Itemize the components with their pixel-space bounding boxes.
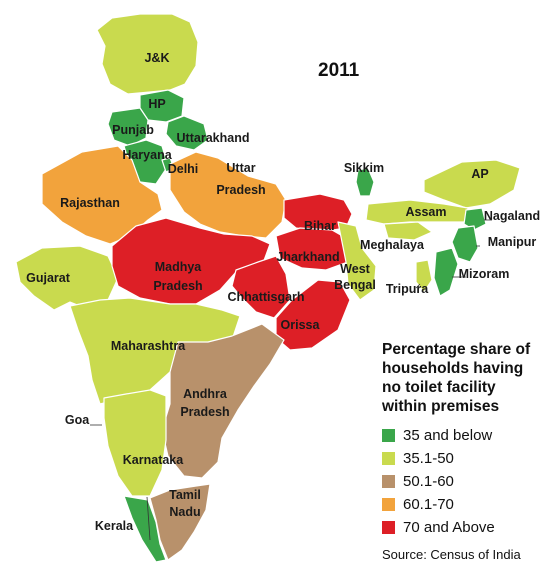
legend-label: 50.1-60	[403, 473, 454, 490]
region-west-bengal	[337, 221, 377, 301]
region-label: Punjab	[112, 123, 154, 137]
legend-item: 70 and Above	[382, 516, 547, 539]
region-uttarakhand	[165, 115, 209, 151]
source-note: Source: Census of India	[382, 547, 521, 562]
legend: Percentage share of households having no…	[382, 340, 547, 539]
region-label: Gujarat	[26, 271, 71, 285]
legend-swatch	[382, 521, 395, 534]
region-label: Assam	[406, 205, 447, 219]
region-label: AP	[471, 167, 488, 181]
region-label: Nagaland	[484, 209, 540, 223]
region-assam	[365, 199, 469, 225]
region-sikkim	[355, 167, 375, 197]
region-karnataka	[103, 389, 167, 497]
region-label: J&K	[144, 51, 169, 65]
region-ap	[423, 159, 521, 209]
region-label: Manipur	[488, 235, 537, 249]
region-label: Madhya Pradesh	[153, 260, 202, 293]
legend-label: 60.1-70	[403, 496, 454, 513]
legend-item: 50.1-60	[382, 470, 547, 493]
legend-title-line: Percentage share of	[382, 341, 531, 358]
region-orissa	[275, 279, 351, 351]
region-label: Sikkim	[344, 161, 384, 175]
region-label: Karnataka	[123, 453, 184, 467]
region-label: Uttarakhand	[177, 131, 250, 145]
region-label: Maharashtra	[111, 339, 186, 353]
region-chhattisgarh	[231, 255, 291, 319]
region-nagaland	[463, 207, 487, 231]
region-mizoram	[433, 247, 459, 297]
region-label: Bihar	[304, 219, 336, 233]
region-label: Chhattisgarh	[227, 290, 304, 304]
region-label: West Bengal	[334, 262, 376, 292]
region-label: Goa	[65, 413, 90, 427]
legend-swatch	[382, 498, 395, 511]
region-label: Tamil Nadu	[169, 488, 201, 519]
region-rajasthan	[41, 145, 163, 245]
region-uttar-pradesh	[169, 151, 287, 239]
legend-title: Percentage share of households having no…	[382, 340, 547, 416]
region-label: Delhi	[168, 162, 199, 176]
region-label: Meghalaya	[360, 238, 425, 252]
region-meghalaya	[383, 221, 433, 241]
legend-title-line: within premises	[382, 398, 500, 415]
legend-item: 60.1-70	[382, 493, 547, 516]
legend-swatch	[382, 429, 395, 442]
map-leader-lines	[90, 219, 492, 541]
region-label: Mizoram	[459, 267, 510, 281]
legend-label: 35.1-50	[403, 450, 454, 467]
region-label: Tripura	[386, 282, 429, 296]
legend-label: 70 and Above	[403, 519, 495, 536]
region-manipur	[451, 225, 479, 263]
leader-line	[146, 496, 151, 541]
region-label: Jharkhand	[276, 250, 339, 264]
legend-item: 35.1-50	[382, 447, 547, 470]
legend-item: 35 and below	[382, 424, 547, 447]
region-label: Haryana	[122, 148, 172, 162]
map-regions	[15, 13, 521, 563]
region-kerala	[123, 495, 167, 563]
region-label: HP	[148, 97, 165, 111]
region-j-k	[96, 13, 199, 95]
legend-title-line: no toilet facility	[382, 379, 496, 396]
legend-swatch	[382, 475, 395, 488]
legend-swatch	[382, 452, 395, 465]
region-label: Kerala	[95, 519, 134, 533]
region-label: Andhra Pradesh	[180, 387, 229, 419]
region-label: Orissa	[281, 318, 321, 332]
legend-label: 35 and below	[403, 427, 493, 444]
legend-title-line: households having	[382, 360, 524, 377]
region-label: Uttar Pradesh	[216, 161, 265, 197]
year-title: 2011	[318, 60, 360, 81]
leader-line	[415, 283, 421, 289]
region-label: Rajasthan	[60, 196, 120, 210]
